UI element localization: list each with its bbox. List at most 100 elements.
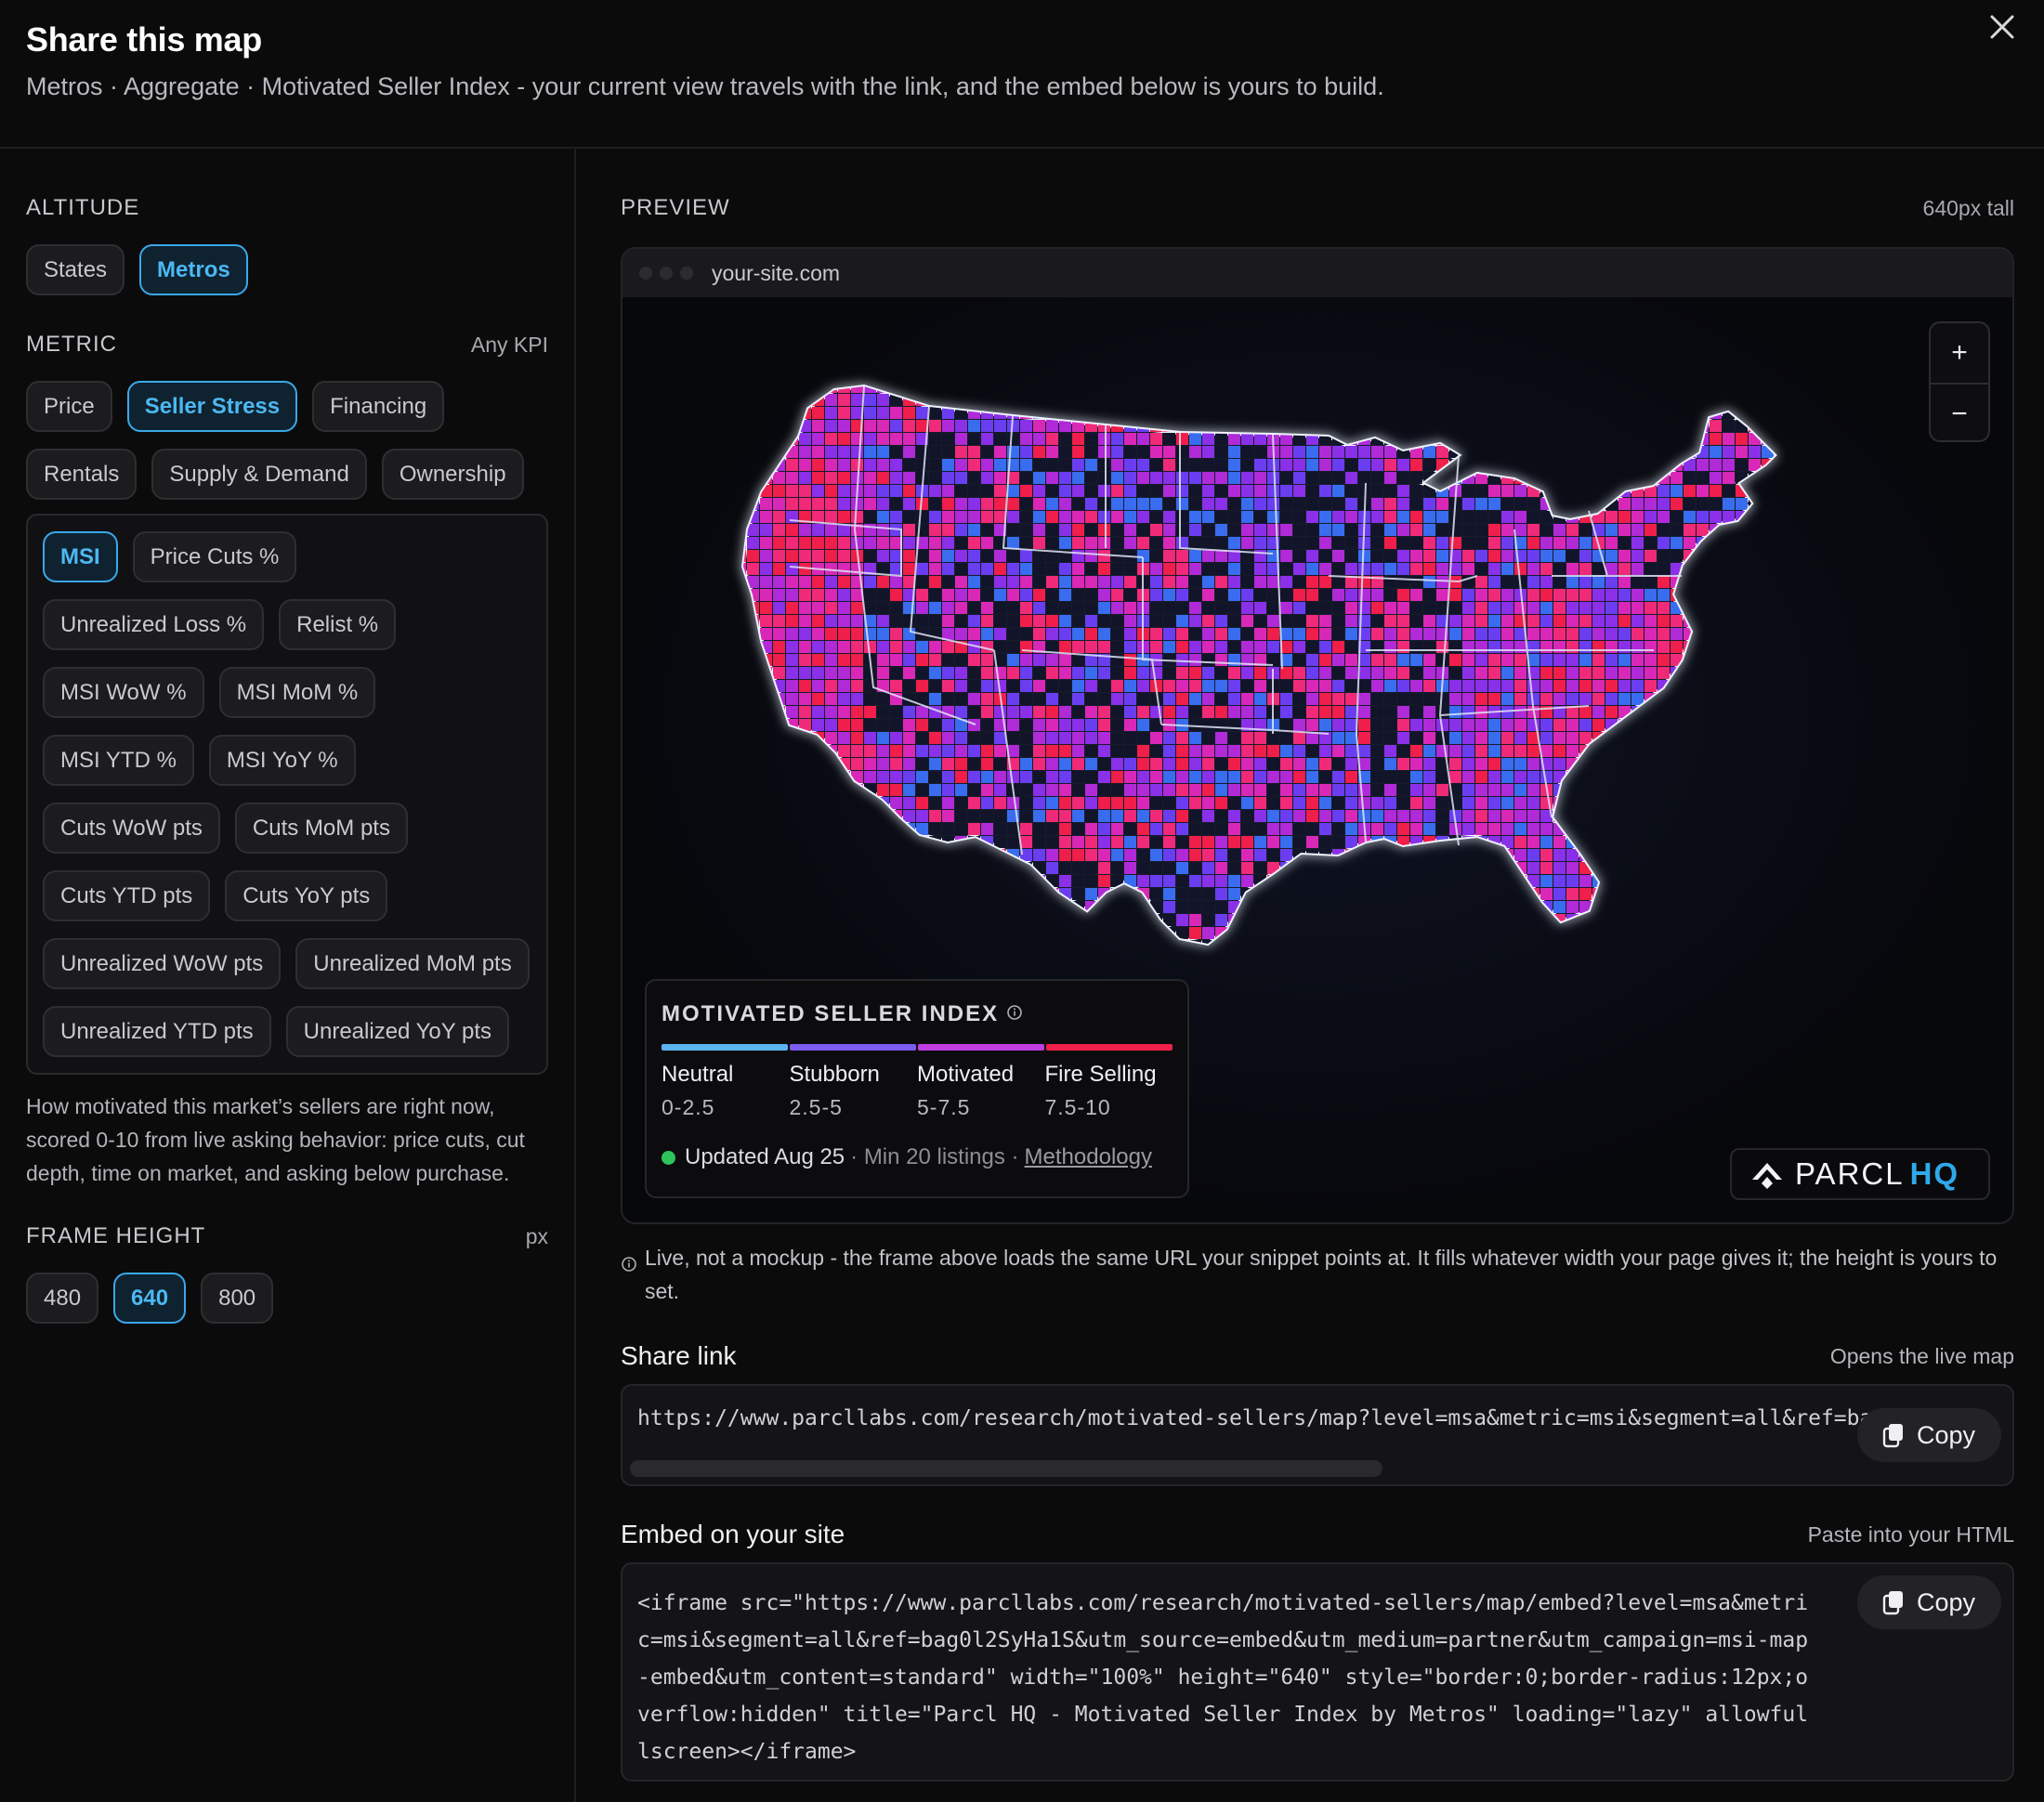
- height-640-chip[interactable]: 640: [113, 1273, 187, 1324]
- metro-cell: [1254, 615, 1266, 627]
- metro-cell: [1631, 615, 1644, 627]
- metro-cell: [890, 862, 902, 874]
- map-canvas[interactable]: + − MOTIVATED SELLER INDEX: [622, 297, 2012, 1222]
- altitude-states-chip[interactable]: States: [26, 244, 125, 295]
- metro-cell: [890, 654, 902, 666]
- metro-cell: [864, 459, 876, 471]
- height-800-chip[interactable]: 800: [201, 1273, 274, 1324]
- metro-cell: [1684, 914, 1696, 926]
- metro-cell: [1202, 485, 1214, 497]
- kpi-chip[interactable]: Unrealized WoW pts: [43, 938, 282, 989]
- kpi-chip[interactable]: Cuts MoM pts: [234, 803, 408, 854]
- metro-cell: [1475, 680, 1487, 692]
- metro-cell: [786, 914, 798, 926]
- metro-cell: [1384, 485, 1396, 497]
- metro-cell: [1540, 628, 1553, 640]
- metro-cell: [1410, 602, 1422, 614]
- metro-cell: [1762, 862, 1774, 874]
- metro-cell: [1072, 433, 1084, 445]
- metro-cell: [851, 901, 863, 913]
- metro-cell: [1527, 823, 1540, 835]
- metro-cell: [1710, 745, 1722, 757]
- kpi-chip[interactable]: Unrealized YoY pts: [285, 1006, 510, 1057]
- kpi-chip[interactable]: Unrealized Loss %: [43, 599, 265, 650]
- metro-cell: [1020, 433, 1032, 445]
- category-price-chip[interactable]: Price: [26, 381, 112, 432]
- metro-cell: [1163, 810, 1175, 822]
- metro-cell: [1410, 524, 1422, 536]
- kpi-chip[interactable]: MSI MoM %: [218, 667, 376, 718]
- metro-cell: [1111, 875, 1123, 887]
- embed-code-box[interactable]: <iframe src="https://www.parcllabs.com/r…: [621, 1562, 2014, 1782]
- metro-cell: [1241, 667, 1253, 679]
- category-ownership-chip[interactable]: Ownership: [381, 449, 524, 500]
- kpi-chip[interactable]: MSI: [43, 531, 118, 582]
- kpi-chip[interactable]: Relist %: [279, 599, 397, 650]
- kpi-chip[interactable]: Unrealized MoM pts: [295, 938, 530, 989]
- metro-cell: [1254, 576, 1266, 588]
- category-seller-stress-chip[interactable]: Seller Stress: [126, 381, 298, 432]
- metro-cell: [1788, 576, 1800, 588]
- kpi-chip[interactable]: MSI WoW %: [43, 667, 204, 718]
- parcl-hq-logo[interactable]: PARCL HQ: [1730, 1148, 1990, 1200]
- metro-cell: [1475, 654, 1487, 666]
- metro-cell: [1176, 420, 1188, 432]
- metro-cell: [1098, 667, 1110, 679]
- metro-cell: [1319, 407, 1331, 419]
- metro-cell: [1762, 823, 1774, 835]
- metro-cell: [838, 420, 850, 432]
- metro-cell: [1410, 667, 1422, 679]
- metro-cell: [1098, 732, 1110, 744]
- zoom-in-button[interactable]: +: [1951, 337, 1968, 368]
- metro-cell: [1436, 823, 1448, 835]
- metro-cell: [1345, 927, 1357, 939]
- category-rentals-chip[interactable]: Rentals: [26, 449, 138, 500]
- height-480-chip[interactable]: 480: [26, 1273, 99, 1324]
- kpi-chip[interactable]: Cuts YTD pts: [43, 870, 211, 921]
- kpi-chip[interactable]: Cuts WoW pts: [43, 803, 220, 854]
- info-icon[interactable]: [1006, 1001, 1023, 1027]
- metro-cell: [1085, 667, 1097, 679]
- altitude-metros-chip[interactable]: Metros: [139, 244, 248, 295]
- kpi-chip[interactable]: Price Cuts %: [132, 531, 297, 582]
- kpi-chip[interactable]: Unrealized YTD pts: [43, 1006, 271, 1057]
- metro-cell: [1540, 511, 1553, 523]
- close-icon[interactable]: [1981, 6, 2024, 48]
- kpi-chip[interactable]: Cuts YoY pts: [225, 870, 388, 921]
- category-financing-chip[interactable]: Financing: [312, 381, 445, 432]
- metro-cell: [864, 732, 876, 744]
- metro-cell: [968, 784, 980, 796]
- metro-cell: [864, 719, 876, 731]
- metro-cell: [1293, 927, 1305, 939]
- metro-cell: [1020, 667, 1032, 679]
- metro-cell: [1371, 407, 1383, 419]
- metro-cell: [1723, 706, 1735, 718]
- metro-cell: [1684, 771, 1696, 783]
- metro-cell: [786, 940, 798, 944]
- metro-cell: [1788, 940, 1800, 952]
- horizontal-scrollbar[interactable]: [630, 1460, 1382, 1477]
- methodology-link[interactable]: Methodology: [1024, 1144, 1152, 1169]
- kpi-chip[interactable]: MSI YoY %: [208, 735, 356, 786]
- metro-cell: [916, 433, 928, 445]
- metro-cell: [864, 511, 876, 523]
- metro-cell: [1059, 901, 1071, 913]
- zoom-out-button[interactable]: −: [1951, 398, 1968, 429]
- metro-cell: [1488, 823, 1500, 835]
- metro-cell: [1241, 849, 1253, 861]
- metro-cell: [851, 641, 863, 653]
- share-link-url[interactable]: https://www.parcllabs.com/research/motiv…: [637, 1406, 1924, 1430]
- metro-cell: [1684, 602, 1696, 614]
- metro-cell: [1488, 485, 1500, 497]
- embed-code[interactable]: <iframe src="https://www.parcllabs.com/r…: [637, 1591, 1809, 1764]
- copy-share-link-button[interactable]: Copy: [1856, 1408, 2001, 1462]
- category-supply-demand-chip[interactable]: Supply & Demand: [151, 449, 367, 500]
- metro-cell: [1020, 823, 1032, 835]
- metro-cell: [1527, 615, 1540, 627]
- kpi-chip[interactable]: MSI YTD %: [43, 735, 194, 786]
- copy-embed-button[interactable]: Copy: [1856, 1575, 2001, 1629]
- metro-cell: [1462, 563, 1474, 575]
- metro-cell: [1762, 394, 1774, 406]
- metro-cell: [903, 589, 915, 601]
- share-link-box[interactable]: https://www.parcllabs.com/research/motiv…: [621, 1384, 2014, 1486]
